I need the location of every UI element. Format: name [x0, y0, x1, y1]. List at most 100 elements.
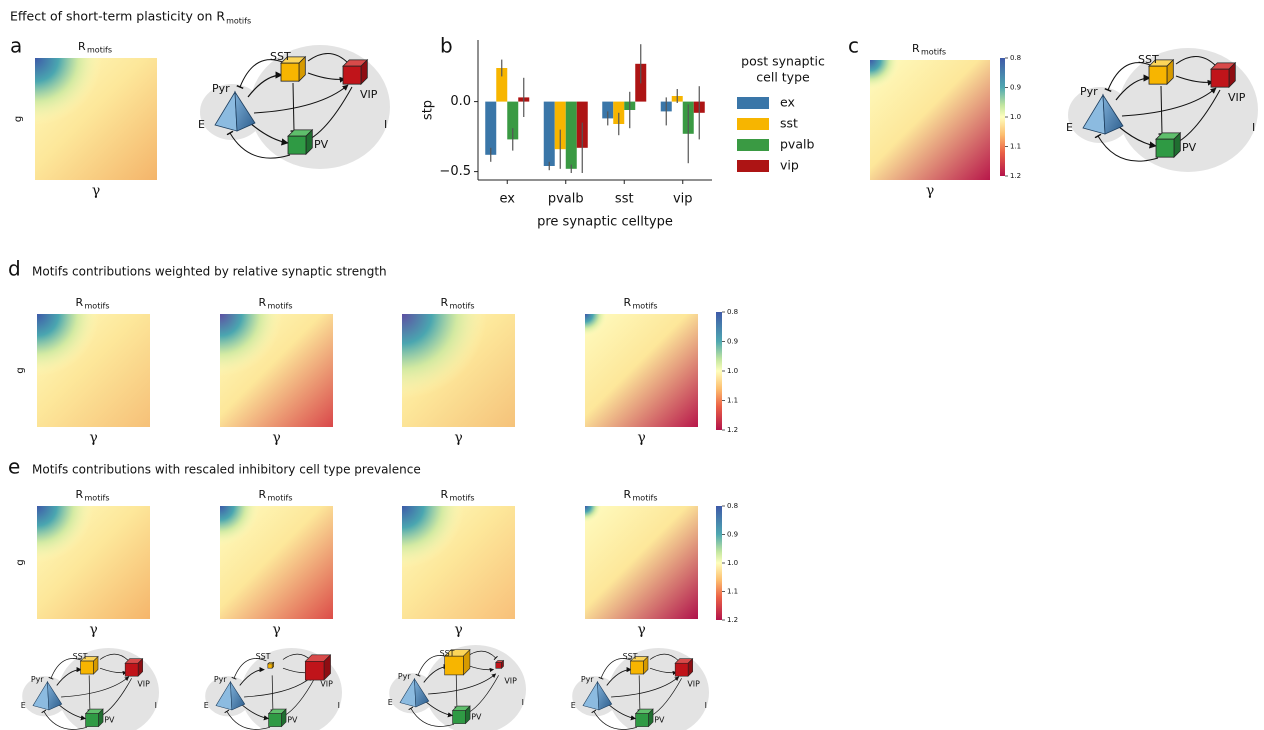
heatmap-title-subscript: motifs	[268, 302, 293, 311]
colorbar-tick-label: 1.0	[727, 367, 738, 375]
node-label: SST	[256, 652, 271, 661]
node-label: SST	[623, 652, 638, 661]
colorbar	[716, 506, 722, 620]
heatmap	[585, 506, 698, 619]
y-axis-label: g	[15, 559, 26, 565]
cube-front	[1149, 66, 1167, 84]
heatmap-title-subscript: motifs	[268, 494, 293, 503]
cube-front	[81, 661, 94, 674]
node-label: Pyr	[398, 672, 411, 681]
x-axis-label: γ	[272, 622, 280, 638]
x-axis-label: γ	[89, 622, 97, 638]
cube-front	[496, 663, 502, 669]
x-tick-label: ex	[500, 192, 516, 207]
cube-front	[288, 136, 306, 154]
colorbar	[716, 312, 722, 430]
heatmap-title: R	[259, 488, 267, 501]
node-label: Pyr	[212, 82, 230, 95]
cube-front	[675, 663, 688, 676]
heatmap	[35, 58, 157, 180]
heatmap-title: R	[624, 488, 632, 501]
node-label: PV	[1182, 141, 1197, 154]
heatmap-title: R	[259, 296, 267, 309]
x-axis-label: γ	[454, 430, 462, 446]
x-tick-label: vip	[673, 192, 693, 207]
heatmap-title: R	[441, 296, 449, 309]
page: Effect of short-term plasticity on R mot…	[0, 0, 1264, 730]
y-axis-label: g	[15, 367, 26, 373]
colorbar	[1000, 58, 1005, 176]
node-label: I	[1252, 121, 1255, 134]
heatmap-overlay	[585, 314, 698, 427]
cube-front	[631, 661, 644, 674]
y-tick-label: 0.0	[450, 94, 471, 109]
colorbar-tick-label: 0.9	[1010, 84, 1021, 92]
cube-front	[636, 714, 649, 727]
heatmap	[402, 506, 515, 619]
x-axis-label: γ	[926, 183, 934, 199]
figure: Effect of short-term plasticity on R mot…	[0, 0, 1264, 730]
colorbar-tick-label: 1.1	[727, 397, 738, 405]
legend-label: ex	[780, 95, 795, 110]
panel-label: a	[10, 34, 22, 58]
heatmap-title-subscript: motifs	[921, 48, 946, 57]
colorbar-tick-label: 1.2	[727, 426, 738, 434]
bar	[485, 102, 496, 155]
bar	[566, 102, 577, 169]
cube-front	[125, 663, 138, 676]
x-tick-label: pvalb	[548, 192, 584, 207]
node-label: PV	[471, 713, 482, 722]
cube-front	[343, 66, 361, 84]
heatmap-title: R	[912, 42, 920, 55]
x-axis-label: γ	[454, 622, 462, 638]
legend-swatch	[737, 139, 769, 151]
legend-swatch	[737, 97, 769, 109]
colorbar-tick-label: 1.2	[727, 616, 738, 624]
legend-label: vip	[780, 158, 799, 173]
heatmap-overlay	[37, 506, 150, 619]
node-label: PV	[314, 138, 329, 151]
node-label: E	[571, 701, 576, 710]
heatmap-title-subscript: motifs	[85, 302, 110, 311]
colorbar-tick-label: 0.8	[1010, 54, 1021, 62]
x-axis-label: γ	[637, 430, 645, 446]
x-axis-label: γ	[272, 430, 280, 446]
colorbar-tick-label: 0.8	[727, 308, 738, 316]
node-label: E	[198, 118, 205, 131]
colorbar-tick-label: 0.9	[727, 531, 738, 539]
heatmap	[37, 506, 150, 619]
node-label: VIP	[320, 680, 333, 689]
legend-label: sst	[780, 116, 798, 131]
node-label: I	[522, 698, 524, 707]
heatmap-title-subscript: motifs	[87, 46, 112, 55]
legend-swatch	[737, 118, 769, 130]
x-axis-label: γ	[89, 430, 97, 446]
section-title: Motifs contributions with rescaled inhib…	[32, 463, 421, 477]
cube-front	[281, 63, 299, 81]
panel-label: b	[440, 34, 453, 58]
heatmap-title-subscript: motifs	[633, 302, 658, 311]
cube-front	[1211, 69, 1229, 87]
heatmap	[220, 506, 333, 619]
cube-front	[445, 656, 464, 675]
heatmap-title-subscript: motifs	[450, 302, 475, 311]
heatmap-title: R	[76, 488, 84, 501]
node-label: I	[155, 701, 157, 710]
node-label: Pyr	[31, 675, 44, 684]
heatmap-title: R	[624, 296, 632, 309]
colorbar-tick-label: 1.0	[1010, 113, 1021, 121]
y-axis-label: stp	[421, 100, 436, 120]
heatmap-overlay	[35, 58, 157, 180]
heatmap	[585, 314, 698, 427]
cube-front	[453, 711, 466, 724]
cube-front	[86, 714, 99, 727]
cube-front	[1156, 139, 1174, 157]
node-label: SST	[1138, 53, 1159, 66]
node-label: PV	[104, 716, 115, 725]
node-label: VIP	[137, 680, 150, 689]
heatmap-title-subscript: motifs	[85, 494, 110, 503]
colorbar-tick-label: 0.9	[727, 338, 738, 346]
node-label: SST	[270, 50, 291, 63]
